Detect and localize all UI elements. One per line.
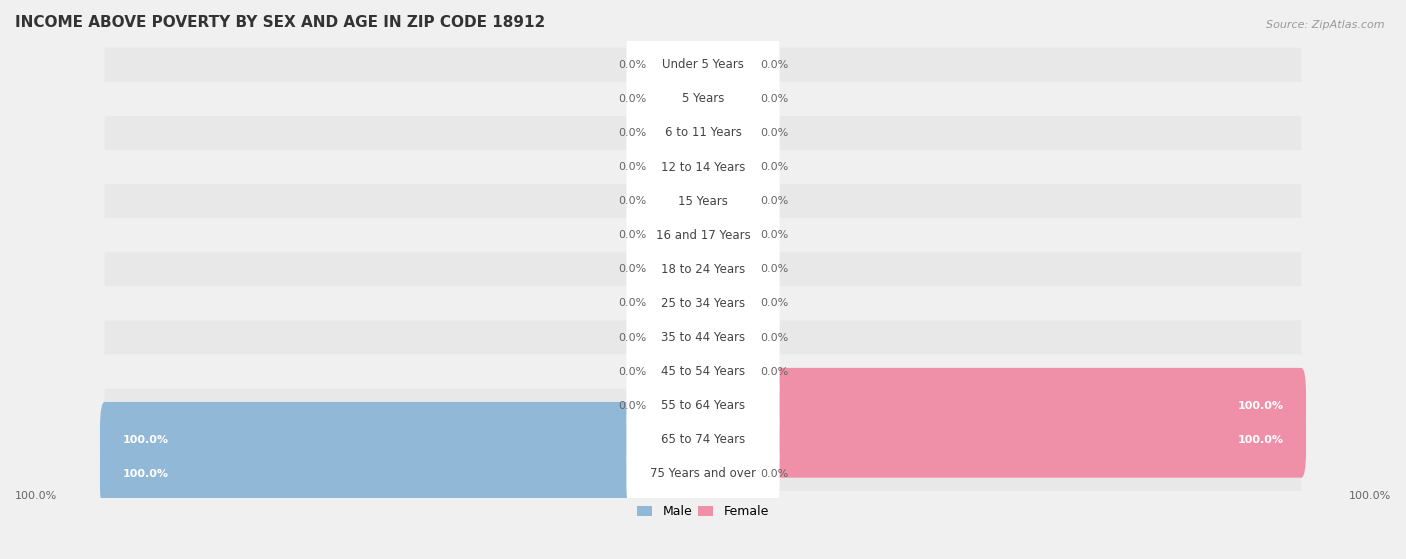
FancyBboxPatch shape — [104, 218, 1302, 252]
FancyBboxPatch shape — [104, 457, 1302, 491]
Text: 0.0%: 0.0% — [759, 230, 789, 240]
FancyBboxPatch shape — [699, 334, 755, 409]
Text: 0.0%: 0.0% — [617, 128, 647, 138]
FancyBboxPatch shape — [651, 163, 707, 239]
FancyBboxPatch shape — [699, 368, 1306, 443]
Text: 100.0%: 100.0% — [1348, 491, 1391, 501]
Text: 18 to 24 Years: 18 to 24 Years — [661, 263, 745, 276]
Text: Under 5 Years: Under 5 Years — [662, 58, 744, 71]
FancyBboxPatch shape — [104, 423, 1302, 457]
Text: 0.0%: 0.0% — [617, 333, 647, 343]
FancyBboxPatch shape — [627, 334, 779, 409]
Text: 0.0%: 0.0% — [617, 94, 647, 104]
FancyBboxPatch shape — [627, 130, 779, 204]
Text: 0.0%: 0.0% — [617, 367, 647, 377]
Text: 0.0%: 0.0% — [759, 162, 789, 172]
FancyBboxPatch shape — [651, 129, 707, 205]
FancyBboxPatch shape — [651, 266, 707, 341]
Text: 12 to 14 Years: 12 to 14 Years — [661, 160, 745, 173]
FancyBboxPatch shape — [651, 231, 707, 307]
Text: 100.0%: 100.0% — [122, 469, 169, 479]
FancyBboxPatch shape — [699, 300, 755, 375]
FancyBboxPatch shape — [651, 61, 707, 137]
Text: 35 to 44 Years: 35 to 44 Years — [661, 331, 745, 344]
Text: 0.0%: 0.0% — [759, 333, 789, 343]
Text: 15 Years: 15 Years — [678, 195, 728, 207]
FancyBboxPatch shape — [627, 266, 779, 340]
FancyBboxPatch shape — [627, 368, 779, 443]
FancyBboxPatch shape — [627, 61, 779, 136]
FancyBboxPatch shape — [651, 95, 707, 171]
Text: 55 to 64 Years: 55 to 64 Years — [661, 399, 745, 412]
FancyBboxPatch shape — [699, 129, 755, 205]
FancyBboxPatch shape — [627, 27, 779, 102]
Text: 45 to 54 Years: 45 to 54 Years — [661, 365, 745, 378]
FancyBboxPatch shape — [699, 27, 755, 103]
Text: 0.0%: 0.0% — [617, 299, 647, 309]
FancyBboxPatch shape — [104, 320, 1302, 354]
FancyBboxPatch shape — [651, 300, 707, 375]
Text: 5 Years: 5 Years — [682, 92, 724, 105]
FancyBboxPatch shape — [100, 402, 707, 477]
FancyBboxPatch shape — [651, 368, 707, 443]
FancyBboxPatch shape — [104, 252, 1302, 286]
Text: 25 to 34 Years: 25 to 34 Years — [661, 297, 745, 310]
Text: 0.0%: 0.0% — [759, 196, 789, 206]
Legend: Male, Female: Male, Female — [633, 500, 773, 523]
Text: 0.0%: 0.0% — [617, 196, 647, 206]
FancyBboxPatch shape — [699, 95, 755, 171]
FancyBboxPatch shape — [699, 436, 755, 511]
FancyBboxPatch shape — [104, 286, 1302, 320]
Text: 100.0%: 100.0% — [122, 435, 169, 445]
FancyBboxPatch shape — [627, 164, 779, 238]
FancyBboxPatch shape — [627, 96, 779, 170]
FancyBboxPatch shape — [627, 300, 779, 375]
FancyBboxPatch shape — [627, 198, 779, 272]
FancyBboxPatch shape — [104, 389, 1302, 423]
FancyBboxPatch shape — [627, 402, 779, 477]
Text: 0.0%: 0.0% — [759, 367, 789, 377]
FancyBboxPatch shape — [104, 82, 1302, 116]
Text: 0.0%: 0.0% — [617, 162, 647, 172]
Text: 0.0%: 0.0% — [617, 60, 647, 70]
Text: Source: ZipAtlas.com: Source: ZipAtlas.com — [1267, 20, 1385, 30]
FancyBboxPatch shape — [651, 334, 707, 409]
Text: 75 Years and over: 75 Years and over — [650, 467, 756, 480]
Text: 0.0%: 0.0% — [617, 401, 647, 411]
Text: 65 to 74 Years: 65 to 74 Years — [661, 433, 745, 446]
FancyBboxPatch shape — [699, 231, 755, 307]
FancyBboxPatch shape — [699, 197, 755, 273]
FancyBboxPatch shape — [100, 436, 707, 511]
FancyBboxPatch shape — [699, 163, 755, 239]
FancyBboxPatch shape — [104, 150, 1302, 184]
Text: 0.0%: 0.0% — [759, 264, 789, 274]
FancyBboxPatch shape — [104, 184, 1302, 218]
FancyBboxPatch shape — [699, 402, 1306, 477]
Text: 0.0%: 0.0% — [759, 128, 789, 138]
Text: 0.0%: 0.0% — [759, 60, 789, 70]
Text: INCOME ABOVE POVERTY BY SEX AND AGE IN ZIP CODE 18912: INCOME ABOVE POVERTY BY SEX AND AGE IN Z… — [15, 15, 546, 30]
FancyBboxPatch shape — [627, 232, 779, 306]
FancyBboxPatch shape — [699, 266, 755, 341]
Text: 6 to 11 Years: 6 to 11 Years — [665, 126, 741, 139]
Text: 0.0%: 0.0% — [617, 230, 647, 240]
Text: 100.0%: 100.0% — [1237, 435, 1284, 445]
Text: 100.0%: 100.0% — [15, 491, 58, 501]
FancyBboxPatch shape — [699, 61, 755, 137]
Text: 16 and 17 Years: 16 and 17 Years — [655, 229, 751, 241]
Text: 0.0%: 0.0% — [759, 94, 789, 104]
FancyBboxPatch shape — [104, 48, 1302, 82]
FancyBboxPatch shape — [104, 354, 1302, 389]
FancyBboxPatch shape — [651, 27, 707, 103]
FancyBboxPatch shape — [627, 437, 779, 511]
Text: 0.0%: 0.0% — [617, 264, 647, 274]
Text: 100.0%: 100.0% — [1237, 401, 1284, 411]
Text: 0.0%: 0.0% — [759, 469, 789, 479]
Text: 0.0%: 0.0% — [759, 299, 789, 309]
FancyBboxPatch shape — [104, 116, 1302, 150]
FancyBboxPatch shape — [651, 197, 707, 273]
